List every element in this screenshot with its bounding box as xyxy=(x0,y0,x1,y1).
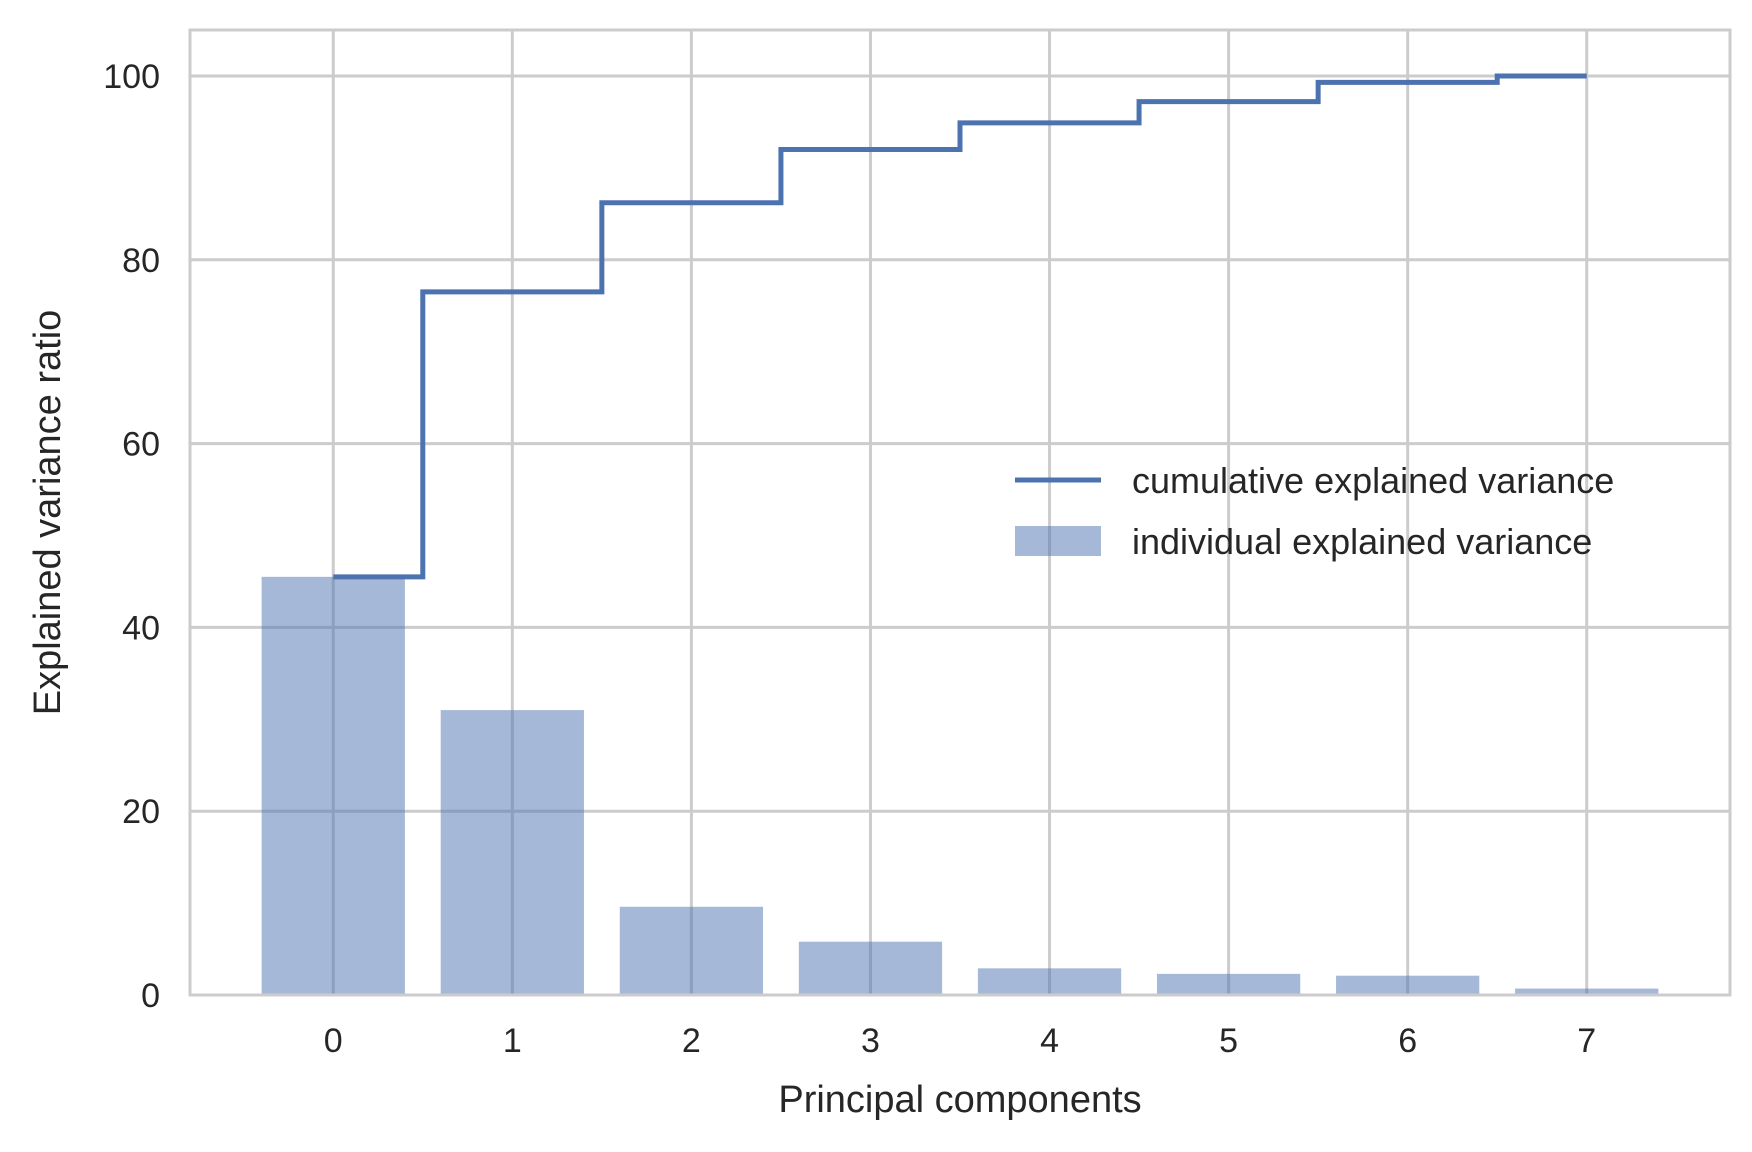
bar-component-2 xyxy=(619,906,764,995)
legend-swatch-individual xyxy=(1015,526,1101,556)
x-tick-label-1: 1 xyxy=(503,1022,522,1060)
x-tick-label-6: 6 xyxy=(1398,1022,1417,1060)
x-axis-label: Principal components xyxy=(778,1079,1141,1121)
x-tick-label-4: 4 xyxy=(1040,1022,1059,1060)
legend-label-individual: individual explained variance xyxy=(1132,521,1592,562)
plot-frame xyxy=(188,28,1732,997)
y-tick-label-100: 100 xyxy=(103,58,160,96)
x-tick-label-3: 3 xyxy=(861,1022,880,1060)
y-tick-label-80: 80 xyxy=(122,242,160,280)
bar-component-0 xyxy=(261,576,405,995)
x-tick-labels: 0 1 2 3 4 5 6 7 xyxy=(324,1022,1596,1060)
bar-component-4 xyxy=(977,968,1122,995)
legend: cumulative explained variance individual… xyxy=(1015,460,1614,562)
cumulative-line-layer xyxy=(333,73,1587,580)
legend-label-cumulative: cumulative explained variance xyxy=(1132,460,1614,501)
y-tick-label-0: 0 xyxy=(141,977,160,1015)
y-tick-label-20: 20 xyxy=(122,793,160,831)
y-tick-labels: 0 20 40 60 80 100 xyxy=(103,58,160,1015)
bar-component-1 xyxy=(440,710,584,995)
x-tick-label-5: 5 xyxy=(1219,1022,1238,1060)
y-tick-label-60: 60 xyxy=(122,426,160,464)
x-tick-label-2: 2 xyxy=(682,1022,701,1060)
x-tick-label-7: 7 xyxy=(1577,1022,1596,1060)
bar-component-3 xyxy=(798,941,943,995)
grid xyxy=(190,30,1730,997)
bar-component-5 xyxy=(1156,973,1301,995)
cumulative-step-line xyxy=(333,73,1587,580)
x-tick-label-0: 0 xyxy=(324,1022,343,1060)
bar-component-7 xyxy=(1515,988,1659,995)
bars xyxy=(261,576,1659,995)
y-axis-label: Explained variance ratio xyxy=(27,310,69,716)
y-tick-label-40: 40 xyxy=(122,609,160,647)
bar-component-6 xyxy=(1336,975,1480,995)
